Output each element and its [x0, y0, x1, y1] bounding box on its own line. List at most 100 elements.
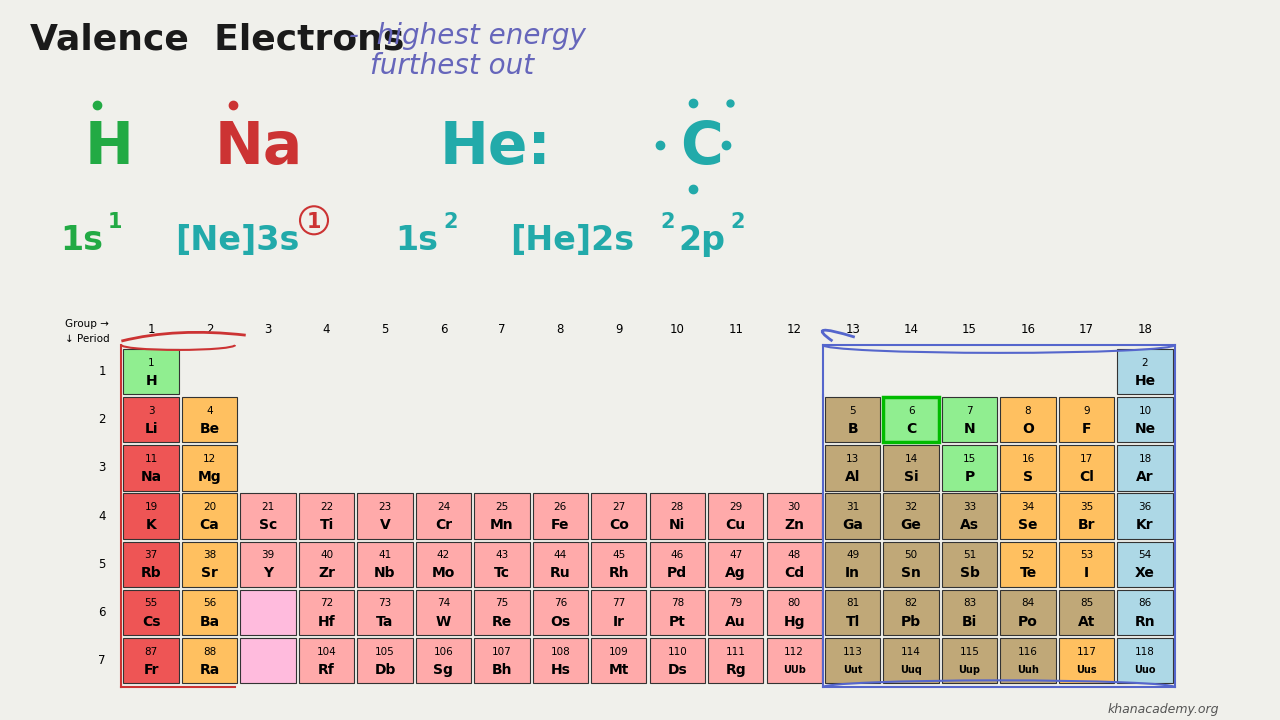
Text: 106: 106	[434, 647, 453, 657]
Text: 7: 7	[99, 654, 106, 667]
Text: 29: 29	[730, 502, 742, 512]
Text: 9: 9	[616, 323, 622, 336]
Text: 12: 12	[204, 454, 216, 464]
FancyBboxPatch shape	[1059, 493, 1114, 539]
Text: 41: 41	[379, 550, 392, 560]
Text: Mt: Mt	[608, 662, 628, 677]
FancyBboxPatch shape	[1117, 590, 1172, 635]
Text: H: H	[146, 374, 157, 387]
FancyBboxPatch shape	[883, 590, 938, 635]
FancyBboxPatch shape	[123, 590, 179, 635]
FancyBboxPatch shape	[123, 541, 179, 587]
Text: 74: 74	[436, 598, 451, 608]
Text: Rf: Rf	[319, 662, 335, 677]
Text: 13: 13	[845, 323, 860, 336]
FancyBboxPatch shape	[942, 541, 997, 587]
Text: Ra: Ra	[200, 662, 220, 677]
Text: 109: 109	[609, 647, 628, 657]
Text: 43: 43	[495, 550, 508, 560]
Text: 116: 116	[1018, 647, 1038, 657]
Text: 76: 76	[554, 598, 567, 608]
FancyBboxPatch shape	[123, 349, 179, 394]
Text: Y: Y	[262, 567, 273, 580]
FancyBboxPatch shape	[1059, 397, 1114, 442]
Text: 30: 30	[787, 502, 801, 512]
Text: 115: 115	[960, 647, 979, 657]
Text: Cr: Cr	[435, 518, 452, 532]
Text: Po: Po	[1018, 615, 1038, 629]
FancyBboxPatch shape	[650, 541, 705, 587]
Text: 2: 2	[206, 323, 214, 336]
Text: 16: 16	[1021, 454, 1034, 464]
Text: 1: 1	[108, 212, 123, 233]
Text: 7: 7	[498, 323, 506, 336]
FancyBboxPatch shape	[416, 541, 471, 587]
Text: Ca: Ca	[200, 518, 219, 532]
Text: 22: 22	[320, 502, 333, 512]
Text: Li: Li	[145, 422, 157, 436]
Text: Ge: Ge	[901, 518, 922, 532]
FancyBboxPatch shape	[475, 590, 530, 635]
FancyBboxPatch shape	[591, 493, 646, 539]
Text: He:: He:	[440, 119, 552, 176]
Text: 9: 9	[1083, 405, 1089, 415]
Text: Ti: Ti	[320, 518, 334, 532]
Text: 118: 118	[1135, 647, 1155, 657]
Text: 78: 78	[671, 598, 684, 608]
Text: 25: 25	[495, 502, 508, 512]
Text: Cs: Cs	[142, 615, 160, 629]
Text: Xe: Xe	[1135, 567, 1155, 580]
Text: F: F	[1082, 422, 1092, 436]
Text: 6: 6	[440, 323, 447, 336]
FancyBboxPatch shape	[298, 638, 355, 683]
Text: 54: 54	[1138, 550, 1152, 560]
Text: 2: 2	[99, 413, 106, 426]
Text: Pd: Pd	[667, 567, 687, 580]
Text: 46: 46	[671, 550, 684, 560]
Text: 39: 39	[261, 550, 275, 560]
FancyBboxPatch shape	[123, 638, 179, 683]
Text: 6: 6	[99, 606, 106, 619]
Text: Au: Au	[726, 615, 746, 629]
Text: 1: 1	[147, 323, 155, 336]
FancyBboxPatch shape	[1001, 493, 1056, 539]
FancyBboxPatch shape	[650, 590, 705, 635]
FancyBboxPatch shape	[475, 541, 530, 587]
Text: Ar: Ar	[1137, 470, 1153, 484]
Text: Br: Br	[1078, 518, 1096, 532]
Text: 51: 51	[963, 550, 977, 560]
FancyBboxPatch shape	[650, 638, 705, 683]
Text: 83: 83	[963, 598, 977, 608]
Text: 11: 11	[728, 323, 744, 336]
Text: -  highest energy: - highest energy	[340, 22, 586, 50]
Text: 8: 8	[1025, 405, 1032, 415]
FancyBboxPatch shape	[1117, 638, 1172, 683]
Text: Te: Te	[1019, 567, 1037, 580]
FancyBboxPatch shape	[123, 493, 179, 539]
Text: 32: 32	[905, 502, 918, 512]
FancyBboxPatch shape	[532, 590, 588, 635]
FancyBboxPatch shape	[298, 590, 355, 635]
FancyBboxPatch shape	[883, 638, 938, 683]
FancyBboxPatch shape	[123, 397, 179, 442]
Text: Uup: Uup	[959, 665, 980, 675]
Text: 3: 3	[147, 405, 155, 415]
Text: 81: 81	[846, 598, 859, 608]
FancyBboxPatch shape	[1059, 541, 1114, 587]
Text: Be: Be	[200, 422, 220, 436]
Text: 52: 52	[1021, 550, 1034, 560]
Text: C: C	[680, 119, 723, 176]
Text: 79: 79	[730, 598, 742, 608]
Text: 84: 84	[1021, 598, 1034, 608]
FancyBboxPatch shape	[942, 493, 997, 539]
FancyBboxPatch shape	[182, 397, 237, 442]
Text: Na: Na	[141, 470, 161, 484]
Text: Kr: Kr	[1137, 518, 1153, 532]
Text: C: C	[906, 422, 916, 436]
Text: 1: 1	[99, 365, 106, 378]
Text: 110: 110	[667, 647, 687, 657]
Text: 2: 2	[443, 212, 457, 233]
Text: 14: 14	[904, 323, 919, 336]
Text: Ag: Ag	[726, 567, 746, 580]
Text: Cu: Cu	[726, 518, 746, 532]
